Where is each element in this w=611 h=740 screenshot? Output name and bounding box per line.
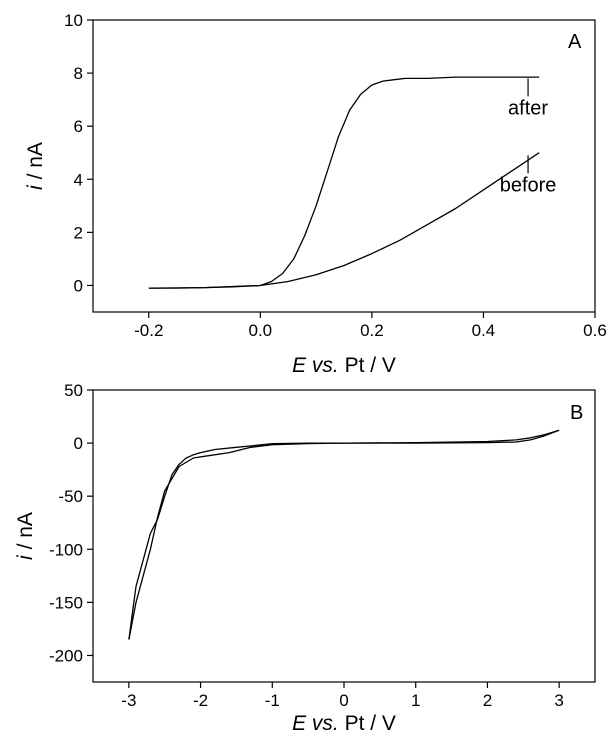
panel-b-ytick-label: 0 [74,434,83,453]
panel-a-ytick-label: 10 [64,11,83,30]
panel-a-letter: A [568,31,582,53]
panel-b-series-reverse [128,429,560,640]
panel-b-xtick-label: 0 [339,691,348,710]
panel-b-xtick-label: -1 [265,691,280,710]
panel-b-series-forward [128,429,560,640]
panel-b-ylabel: i / nA [14,512,37,560]
panel-a-series-after [148,76,540,289]
panel-b-xtick-label: -2 [193,691,208,710]
panel-a-frame [92,19,596,313]
panel-a-ytick-label: 6 [74,117,83,136]
panel-a-xtick-label: 0.6 [583,321,607,340]
panel-a-ylabel: i / nA [24,142,47,190]
panel-a-ticks: -0.2 0.0 0.2 0.4 0.6 0 2 4 6 8 10 [64,11,607,340]
annotation-before: before [500,174,557,196]
panel-b-xlabel: E vs. Pt / V [292,712,396,735]
panel-a-ytick-label: 4 [74,170,83,189]
panel-b-xtick-label: 1 [411,691,420,710]
annotation-after: after [508,97,548,119]
panel-b-frame [92,389,596,683]
panel-b-xtick-label: 2 [483,691,492,710]
panel-b-xtick-label: -3 [121,691,136,710]
panel-a-xtick-label: 0.4 [472,321,496,340]
panel-b-ytick-label: -150 [49,593,83,612]
panel-a-curves [148,76,540,289]
panel-a-xtick-label: 0.0 [249,321,273,340]
panel-a-ytick-label: 0 [74,276,83,295]
panel-a-xtick-label: -0.2 [134,321,163,340]
panel-b-ytick-label: -100 [49,540,83,559]
panel-a-ytick-label: 2 [74,223,83,242]
panel-b-ticks: -3 -2 -1 0 1 2 3 -200 -150 -100 -50 0 50 [49,381,564,710]
panel-a-series-before [148,152,540,289]
panel-a-xlabel: E vs. Pt / V [292,354,396,377]
panel-b: -3 -2 -1 0 1 2 3 -200 -150 -100 -50 0 50 B E vs. Pt … [14,381,596,735]
panel-b-ytick-label: -50 [58,487,83,506]
panel-a-ytick-label: 8 [74,64,83,83]
panel-a: -0.2 0.0 0.2 0.4 0.6 0 2 4 6 8 10 after before A E … [24,11,607,377]
panel-a-xtick-label: 0.2 [360,321,384,340]
panel-b-ytick-label: -200 [49,646,83,665]
panel-b-letter: B [570,402,583,424]
panel-b-ytick-label: 50 [64,381,83,400]
panel-a-annotations: after before [500,78,557,196]
panel-b-xtick-label: 3 [554,691,563,710]
panel-b-curves [128,429,560,640]
